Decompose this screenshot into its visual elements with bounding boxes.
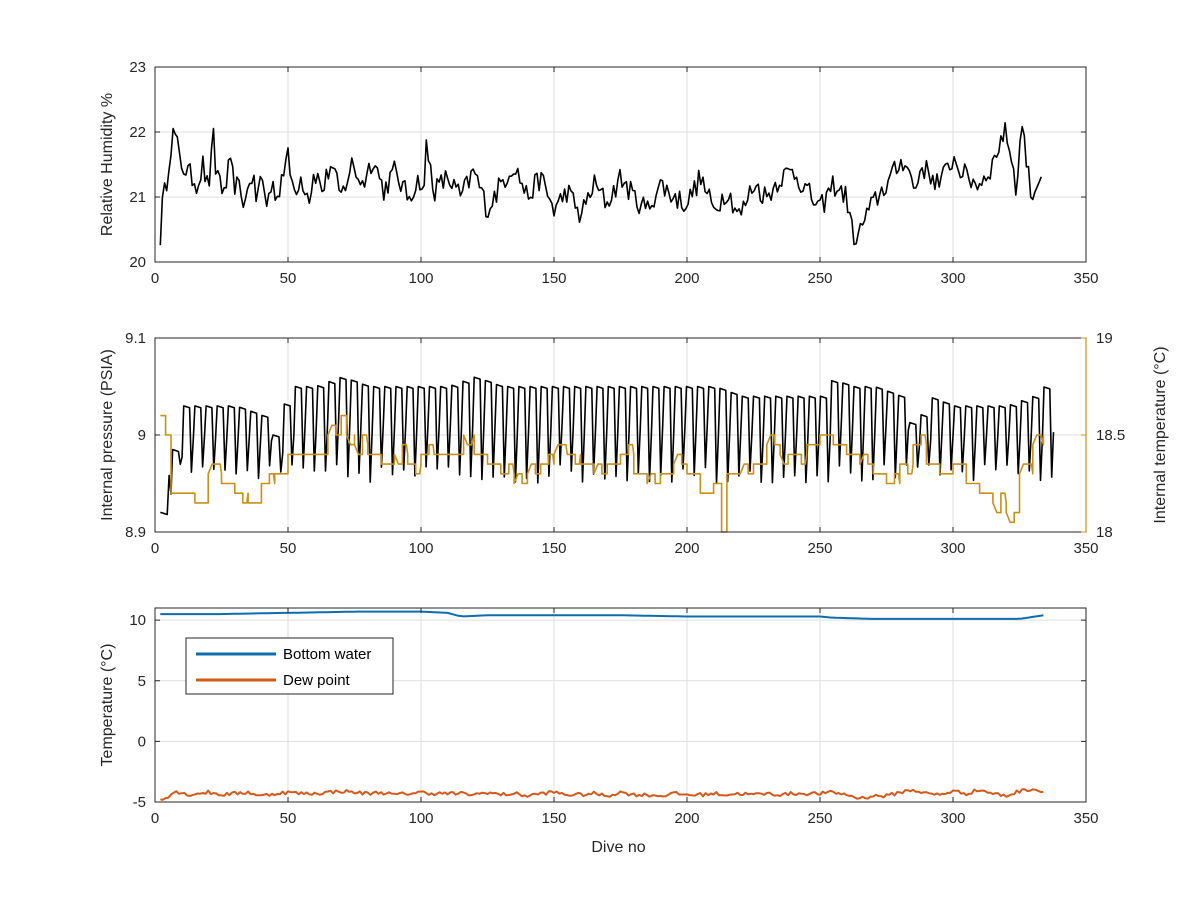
x-tick-label: 350 bbox=[1073, 810, 1098, 827]
y-tick-label: 22 bbox=[129, 124, 146, 141]
x-tick-label: 300 bbox=[940, 540, 965, 557]
x-tick-label: 350 bbox=[1073, 540, 1098, 557]
x-tick-label: 0 bbox=[151, 810, 159, 827]
plot-frame bbox=[154, 607, 1087, 803]
panel-2: 0 50 100 150 200 250 300 350 8.9 9 9.1 18 18.5 19 Inte… bbox=[99, 330, 1169, 557]
y-axis-label: Temperature (°C) bbox=[99, 644, 116, 767]
x-tick-label: 50 bbox=[280, 540, 297, 557]
x-axis-label: Dive no bbox=[591, 839, 645, 856]
y-tick-label: 23 bbox=[129, 59, 146, 76]
y-tick-label: 8.9 bbox=[125, 524, 146, 541]
x-tick-label: 150 bbox=[541, 810, 566, 827]
legend-label: Bottom water bbox=[283, 646, 371, 663]
y-tick-label: 0 bbox=[138, 733, 146, 750]
x-tick-label: 0 bbox=[151, 540, 159, 557]
panel-1: 0 50 100 150 200 250 300 350 20 21 22 23 Relative Hu… bbox=[99, 59, 1099, 287]
x-tick-label: 250 bbox=[807, 540, 832, 557]
x-tick-label: 150 bbox=[541, 270, 566, 287]
series-line-2-2 bbox=[160, 414, 1045, 533]
x-tick-label: 200 bbox=[674, 540, 699, 557]
plot-frame bbox=[154, 66, 1087, 263]
y-tick-label: 5 bbox=[138, 673, 146, 690]
y-tick-label: 9.1 bbox=[125, 330, 146, 347]
y-tick-label: 21 bbox=[129, 189, 146, 206]
y-axis-label: Internal pressure (PSIA) bbox=[99, 349, 116, 521]
x-tick-label: 300 bbox=[940, 810, 965, 827]
series-line-1-1 bbox=[159, 122, 1043, 246]
y-right-tick-label: 18.5 bbox=[1096, 427, 1125, 444]
x-tick-label: 100 bbox=[408, 270, 433, 287]
series-line-3-2 bbox=[160, 788, 1044, 801]
y-tick-label: 10 bbox=[129, 612, 146, 629]
y-tick-label: -5 bbox=[133, 794, 146, 811]
y-axis-label: Relative Humidity % bbox=[99, 93, 116, 236]
y-right-tick-label: 18 bbox=[1096, 524, 1113, 541]
y-axis-label-right: Internal temperature (°C) bbox=[1152, 346, 1169, 523]
series-line-3-1 bbox=[160, 610, 1044, 620]
series-line-2-1 bbox=[160, 376, 1055, 516]
x-tick-label: 150 bbox=[541, 540, 566, 557]
x-tick-label: 0 bbox=[151, 270, 159, 287]
legend: Bottom water Dew point bbox=[185, 637, 394, 695]
x-tick-label: 200 bbox=[674, 810, 699, 827]
x-tick-label: 250 bbox=[807, 810, 832, 827]
y-tick-label: 20 bbox=[129, 254, 146, 271]
panel-3: 0 50 100 150 200 250 300 350 -5 0 5 10 Temperature (… bbox=[99, 607, 1099, 856]
x-tick-label: 200 bbox=[674, 270, 699, 287]
x-tick-label: 300 bbox=[940, 270, 965, 287]
legend-label: Dew point bbox=[283, 672, 351, 689]
x-tick-label: 50 bbox=[280, 810, 297, 827]
x-tick-label: 250 bbox=[807, 270, 832, 287]
y-tick-label: 9 bbox=[138, 427, 146, 444]
y-right-tick-label: 19 bbox=[1096, 330, 1113, 347]
x-tick-label: 50 bbox=[280, 270, 297, 287]
x-tick-label: 100 bbox=[408, 540, 433, 557]
x-tick-label: 100 bbox=[408, 810, 433, 827]
x-tick-label: 350 bbox=[1073, 270, 1098, 287]
legend-box bbox=[185, 637, 394, 695]
